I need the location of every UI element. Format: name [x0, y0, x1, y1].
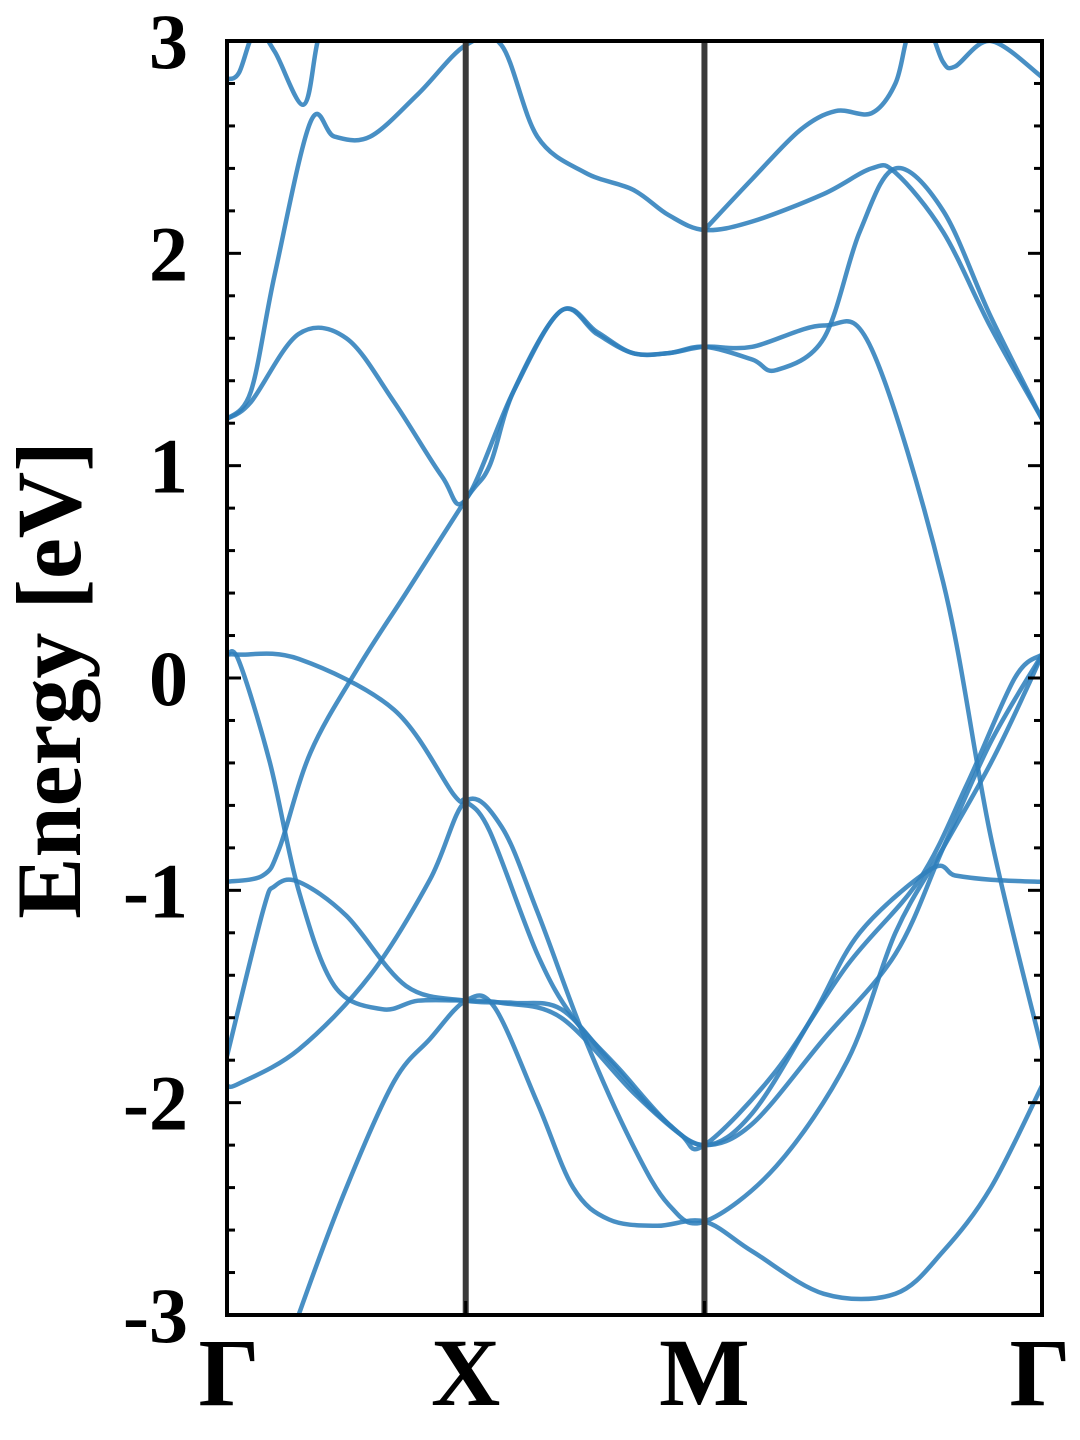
- y-tick-label: 3: [149, 0, 188, 85]
- y-tick-label: 2: [149, 210, 188, 297]
- band-line-10: [227, 41, 321, 107]
- band-line-6: [227, 306, 1042, 1052]
- band-line-5: [227, 863, 1042, 1148]
- band-line-2: [227, 652, 1042, 1226]
- y-tick-labels: -3 -2 -1 0 1 2 3: [123, 0, 188, 1359]
- y-tick-label: -1: [123, 847, 188, 934]
- y-tick-label: 0: [149, 635, 188, 722]
- high-symmetry-dividers: [462, 41, 708, 1315]
- band-line-7: [227, 165, 1042, 507]
- band-line-8: [227, 41, 1042, 422]
- y-tick-label: -3: [123, 1272, 188, 1359]
- x-tick-label-M: M: [659, 1319, 750, 1426]
- band-line-3: [227, 651, 1042, 1148]
- band-line-9: [702, 41, 1042, 233]
- y-axis-title: Energy [eV]: [0, 441, 100, 919]
- bands-layer: [227, 41, 1042, 1315]
- y-tick-label: 1: [149, 423, 188, 510]
- plot-frame: [225, 39, 1044, 1317]
- x-tick-label-X: X: [431, 1319, 500, 1426]
- x-tick-label-Γ: Γ: [198, 1319, 259, 1426]
- x-tick-label-Γ: Γ: [1009, 1319, 1070, 1426]
- band-line-1: [296, 993, 1042, 1315]
- y-tick-label: -2: [123, 1060, 188, 1147]
